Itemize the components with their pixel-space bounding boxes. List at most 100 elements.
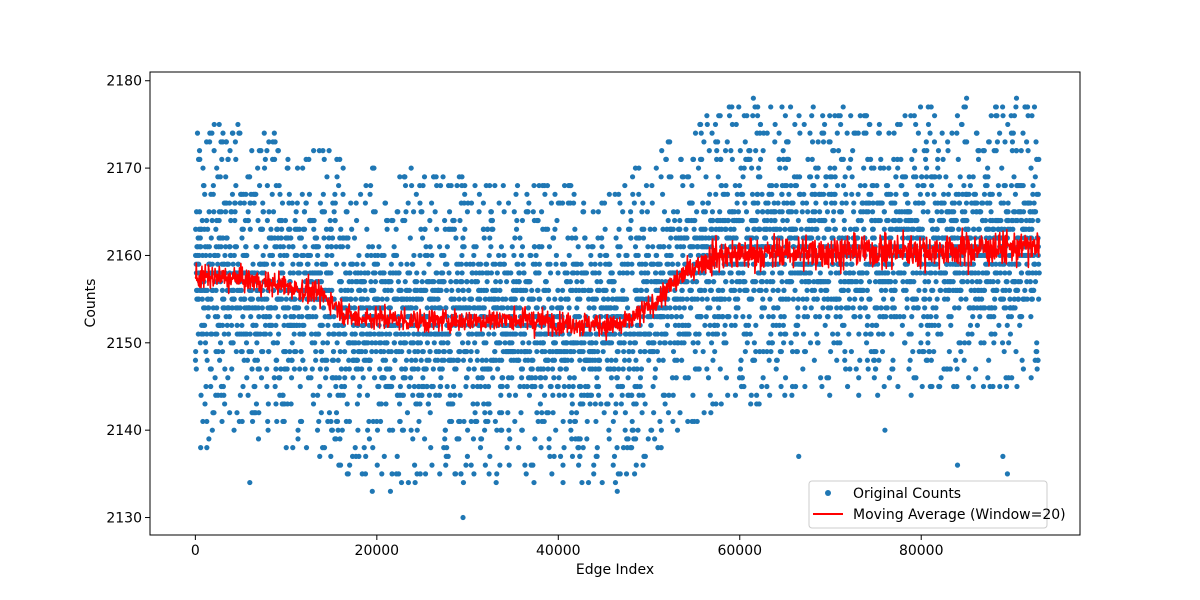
scatter-point (444, 383, 450, 390)
scatter-point (308, 375, 314, 381)
scatter-point (585, 479, 592, 486)
scatter-point (620, 366, 626, 372)
scatter-point (648, 322, 654, 328)
scatter-point (451, 226, 458, 232)
scatter-point (349, 279, 355, 285)
scatter-point (660, 270, 666, 276)
scatter-point (322, 261, 329, 267)
scatter-point (667, 139, 673, 145)
scatter-point (859, 296, 865, 302)
scatter-point (613, 235, 619, 241)
scatter-point (843, 191, 849, 197)
scatter-point (340, 191, 346, 197)
scatter-point (679, 357, 685, 363)
scatter-point (340, 392, 346, 398)
scatter-point (715, 139, 721, 145)
scatter-point (219, 287, 225, 293)
scatter-point (723, 279, 729, 285)
scatter-point (543, 279, 549, 285)
scatter-point (569, 357, 575, 363)
scatter-point (269, 322, 275, 328)
scatter-point (343, 366, 349, 372)
scatter-point (902, 174, 909, 180)
scatter-point (899, 322, 905, 328)
scatter-point (469, 296, 475, 302)
scatter-point (405, 200, 411, 206)
scatter-point (280, 270, 286, 276)
scatter-point (578, 261, 584, 267)
scatter-point (422, 226, 428, 232)
scatter-point (286, 191, 292, 197)
scatter-point (372, 279, 379, 285)
scatter-point (217, 357, 223, 363)
scatter-point (418, 296, 425, 302)
scatter-point (658, 174, 664, 180)
scatter-point (775, 305, 781, 311)
scatter-point (259, 226, 266, 232)
scatter-point (735, 209, 742, 215)
scatter-point (569, 410, 575, 416)
scatter-point (616, 191, 622, 197)
scatter-point (317, 366, 323, 372)
scatter-point (622, 357, 628, 363)
scatter-point (294, 252, 300, 259)
scatter-point (828, 270, 834, 276)
scatter-point (532, 383, 538, 390)
scatter-point (260, 200, 266, 206)
scatter-point (231, 427, 237, 433)
scatter-point (346, 366, 352, 372)
scatter-point (379, 296, 385, 302)
scatter-point (886, 375, 893, 381)
scatter-point (280, 392, 286, 398)
scatter-point (556, 392, 562, 398)
scatter-point (680, 252, 686, 259)
scatter-point (834, 357, 840, 363)
scatter-point (698, 314, 704, 320)
scatter-point (269, 252, 275, 259)
scatter-point (480, 200, 486, 206)
scatter-point (810, 104, 816, 110)
scatter-point (623, 471, 630, 477)
scatter-point (985, 375, 991, 381)
scatter-point (444, 445, 450, 451)
scatter-point (486, 252, 492, 259)
scatter-point (754, 113, 761, 119)
scatter-point (650, 383, 656, 390)
scatter-point (880, 331, 886, 337)
scatter-point (232, 139, 238, 145)
scatter-point (211, 121, 217, 128)
scatter-point (395, 209, 401, 215)
scatter-point (645, 436, 651, 442)
scatter-point (957, 174, 963, 180)
scatter-point (853, 226, 860, 232)
scatter-point (344, 401, 350, 407)
scatter-point (778, 383, 784, 390)
scatter-point (552, 296, 558, 302)
scatter-point (546, 296, 552, 302)
scatter-point (825, 375, 832, 381)
scatter-point (298, 348, 304, 355)
scatter-point (709, 209, 716, 215)
scatter-point (852, 296, 858, 302)
scatter-point (913, 174, 919, 180)
scatter-point (512, 392, 519, 398)
scatter-point (759, 191, 765, 197)
scatter-point (802, 305, 808, 311)
scatter-point (203, 383, 209, 390)
scatter-point (789, 279, 795, 285)
scatter-point (428, 200, 435, 206)
scatter-point (209, 261, 215, 267)
scatter-point (961, 357, 967, 363)
scatter-point (232, 200, 238, 206)
scatter-point (424, 383, 430, 390)
scatter-point (454, 270, 461, 276)
scatter-point (573, 235, 579, 241)
scatter-point (538, 383, 544, 390)
scatter-point (509, 244, 515, 250)
scatter-point (319, 348, 325, 355)
scatter-point (881, 383, 887, 390)
scatter-point (311, 305, 317, 311)
scatter-point (513, 331, 519, 337)
scatter-point (624, 252, 630, 259)
scatter-point (460, 357, 467, 363)
